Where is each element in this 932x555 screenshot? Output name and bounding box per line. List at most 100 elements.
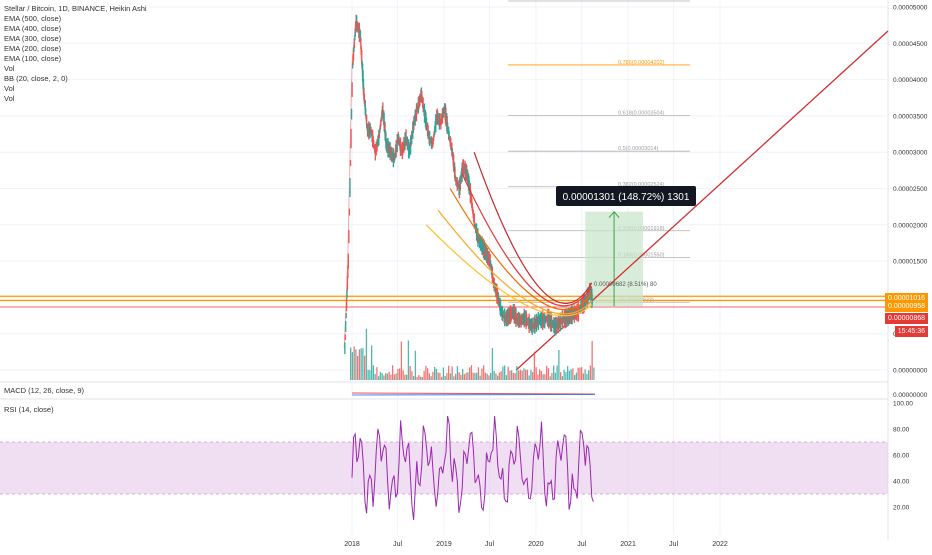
volume-bar	[420, 376, 422, 380]
volume-bar	[451, 366, 453, 380]
volume-bar	[406, 374, 408, 380]
volume-bar	[539, 369, 541, 380]
volume-bar	[385, 373, 387, 380]
candle	[396, 133, 398, 153]
volume-bar	[357, 355, 359, 380]
price-tag-3: 0.00000868	[885, 313, 928, 324]
volume-bar	[567, 366, 569, 380]
volume-bar	[421, 376, 424, 380]
volume-bar	[514, 373, 516, 380]
x-tick-label: Jul	[669, 541, 678, 548]
volume-bar	[479, 375, 481, 380]
candle	[344, 334, 346, 341]
volume-bar	[560, 372, 562, 380]
candle	[422, 98, 424, 112]
candle	[346, 275, 349, 291]
volume-bar	[397, 369, 399, 380]
y-tick-label: 0.00000000	[893, 368, 928, 375]
volume-bar	[540, 370, 543, 380]
volume-bar	[428, 373, 431, 380]
volume-bar	[458, 372, 460, 380]
volume-bar	[395, 373, 397, 380]
volume-bar	[411, 371, 413, 380]
macd-signal	[351, 394, 596, 396]
volume-bar	[392, 365, 394, 380]
candle	[591, 293, 593, 306]
volume-bar	[584, 369, 586, 380]
y-tick-label: 0.00002000	[893, 222, 928, 229]
candle	[354, 35, 356, 41]
volume-bar	[554, 372, 557, 380]
candle	[373, 139, 375, 149]
volume-bar	[434, 366, 436, 380]
volume-bar	[579, 367, 581, 380]
volume-bar	[372, 365, 375, 380]
volume-bar	[544, 374, 546, 380]
volume-bar	[446, 373, 448, 380]
volume-bar	[537, 374, 539, 380]
candle	[454, 166, 456, 182]
candle	[433, 134, 435, 141]
volume-bar	[519, 369, 522, 380]
candle	[370, 127, 372, 134]
volume-bar	[505, 375, 508, 380]
volume-bar	[376, 367, 378, 380]
fib-label: 0.382(0.00002524)	[618, 182, 665, 188]
x-tick-label: Jul	[485, 541, 494, 548]
volume-bar	[399, 368, 401, 380]
candle	[351, 82, 353, 97]
volume-bar	[453, 376, 455, 380]
x-tick-label: 2019	[436, 541, 452, 548]
candle	[360, 37, 362, 49]
volume-bar	[444, 375, 446, 380]
volume-bar	[460, 374, 462, 380]
chart-title: Stellar / Bitcoin, 1D, BINANCE, Heikin A…	[4, 4, 147, 13]
volume-bar	[561, 376, 564, 380]
volume-bar	[497, 375, 499, 380]
volume-bar	[477, 367, 480, 380]
macd-label: MACD (12, 26, close, 9)	[4, 386, 85, 395]
volume-bar	[467, 372, 469, 380]
volume-bar	[588, 370, 590, 380]
volume-bar	[551, 373, 553, 380]
volume-bar	[432, 371, 434, 380]
volume-bar	[491, 348, 494, 380]
volume-bar	[350, 347, 352, 380]
volume-bar	[525, 369, 527, 380]
legend-vol-2: Vol	[4, 84, 15, 93]
macd-tick-label: 0.00000000	[893, 392, 928, 399]
volume-bar	[407, 340, 410, 380]
volume-bar	[423, 371, 425, 380]
volume-bar	[563, 369, 565, 380]
volume-bar	[393, 374, 396, 380]
volume-bar	[402, 370, 404, 380]
volume-bar	[369, 370, 371, 380]
candle	[346, 289, 348, 299]
rsi-tick-label: 100.00	[893, 401, 913, 408]
volume-bar	[582, 373, 585, 380]
volume-bar	[463, 374, 466, 380]
x-tick-label: 2018	[344, 541, 360, 548]
candle	[362, 78, 365, 95]
candle	[378, 129, 380, 139]
volume-bar	[530, 369, 532, 380]
candle	[450, 137, 452, 151]
volume-bar	[500, 371, 502, 380]
candle	[359, 30, 362, 42]
volume-bar	[374, 373, 376, 380]
volume-bar	[481, 368, 483, 380]
x-tick-label: Jul	[577, 541, 586, 548]
candle	[349, 160, 352, 167]
volume-bar	[414, 350, 417, 380]
candle	[432, 142, 434, 148]
volume-bar	[493, 370, 495, 380]
volume-bar	[581, 367, 583, 380]
volume-bar	[523, 368, 525, 380]
volume-bar	[364, 355, 366, 380]
x-tick-label: 2022	[712, 541, 728, 548]
x-tick-label: 2020	[528, 541, 544, 548]
price-tag-1: 0.00001016	[885, 293, 928, 304]
y-tick-label: 0.00002500	[893, 186, 928, 193]
